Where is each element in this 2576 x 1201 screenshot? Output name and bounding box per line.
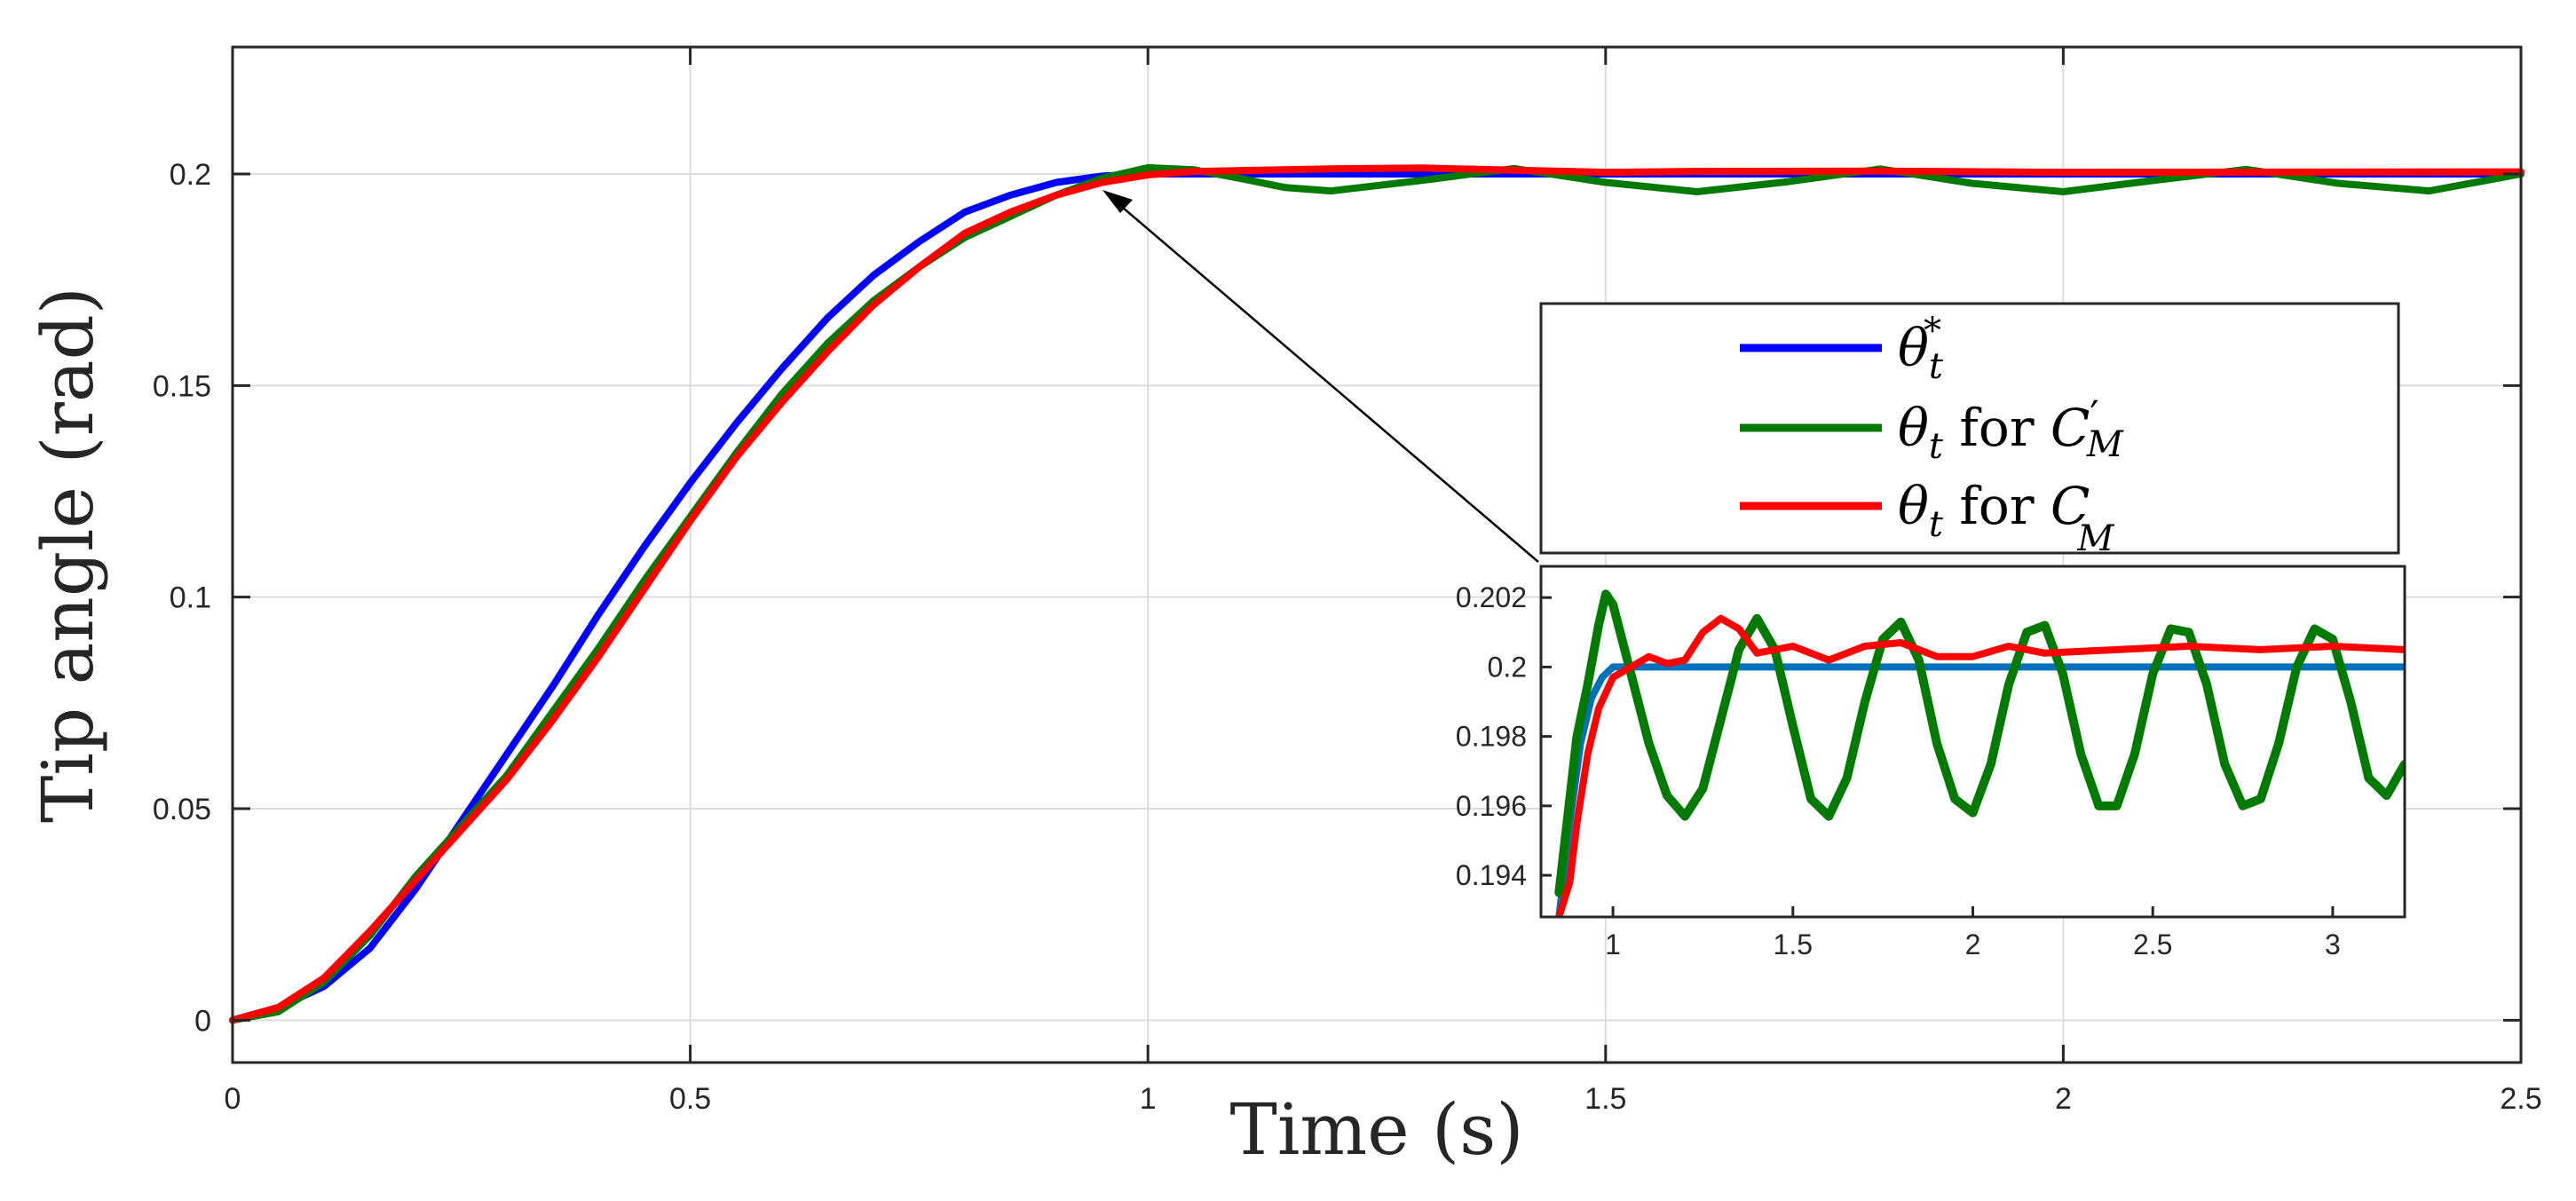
- y-tick-label: 0.15: [153, 369, 211, 403]
- x-tick-label: 0.5: [669, 1082, 711, 1116]
- series-line-1: [229, 170, 2525, 1024]
- annotation-arrow-line: [1116, 201, 1539, 563]
- inset-y-tick-label: 0.194: [1456, 859, 1527, 891]
- x-tick-label: 1.5: [1584, 1082, 1626, 1116]
- legend-part-sub: t: [1929, 346, 1944, 387]
- inset-series-lines: [1554, 589, 2405, 917]
- y-tick-label: 0.05: [153, 793, 211, 826]
- legend-part-math_sub: M: [2076, 518, 2114, 559]
- x-axis-label: Time (s): [1229, 1088, 1523, 1171]
- legend-part-math: C: [2051, 398, 2090, 458]
- inset-background: [1541, 566, 2405, 917]
- y-tick-label: 0.1: [170, 581, 211, 615]
- main-ticks: 0 0.5 1 1.5 2 2.5 0 0.05 0.1 0.15 0.2: [153, 47, 2542, 1116]
- series-line-3: [229, 164, 2525, 1024]
- inset-series-line-3: [1555, 614, 2405, 917]
- legend-part-text: for: [1943, 476, 2051, 536]
- inset-y-tick-label: 0.198: [1456, 721, 1527, 753]
- legend-part-symbol: θ: [1898, 398, 1929, 458]
- annotation-arrow-head: [1102, 190, 1133, 213]
- legend-part-text: for: [1943, 398, 2051, 458]
- inset-y-tick-label: 0.202: [1456, 581, 1527, 613]
- legend-part-sup: *: [1924, 311, 1941, 352]
- inset-y-tick-label: 0.2: [1488, 651, 1527, 683]
- legend-part-math_sub: M: [2086, 424, 2124, 465]
- legend-entry: θt*: [1898, 311, 1944, 387]
- y-axis-label: Tip angle (rad): [27, 287, 109, 823]
- x-tick-label: 2: [2055, 1082, 2072, 1116]
- legend-entry: θt for C′ M: [1898, 391, 2124, 467]
- y-tick-label: 0.2: [170, 158, 211, 192]
- legend-part-math: C: [2051, 476, 2090, 536]
- inset-zoom-plot: 1 1.5 2 2.5 3 0.194 0.196 0.198 0.2 0.202: [1456, 565, 2406, 960]
- inset-x-tick-label: 1.5: [1774, 928, 1813, 960]
- legend-box: [1539, 302, 2400, 555]
- legend-part-symbol: θ: [1898, 318, 1929, 378]
- inset-y-tick-label: 0.196: [1456, 790, 1527, 822]
- legend-part-sub: t: [1929, 426, 1944, 467]
- y-tick-label: 0: [194, 1004, 211, 1038]
- inset-x-tick-label: 2: [1965, 928, 1981, 960]
- x-tick-label: 1: [1140, 1082, 1157, 1116]
- main-series-lines: [229, 163, 2525, 1024]
- legend-part-symbol: θ: [1898, 476, 1929, 536]
- legend-part-prime: ′: [2090, 391, 2098, 439]
- inset-series-line-2: [1554, 589, 2405, 897]
- x-tick-label: 0: [225, 1082, 241, 1116]
- main-axes-box: [231, 45, 2523, 1064]
- legend-part-sub: t: [1929, 504, 1944, 545]
- inset-x-tick-label: 3: [2325, 928, 2341, 960]
- inset-x-tick-label: 2.5: [2133, 928, 2172, 960]
- x-tick-label: 2.5: [2500, 1082, 2541, 1116]
- inset-ticks: 1 1.5 2 2.5 3 0.194 0.196 0.198 0.2 0.202: [1456, 581, 2341, 960]
- inset-x-tick-label: 1: [1605, 928, 1621, 960]
